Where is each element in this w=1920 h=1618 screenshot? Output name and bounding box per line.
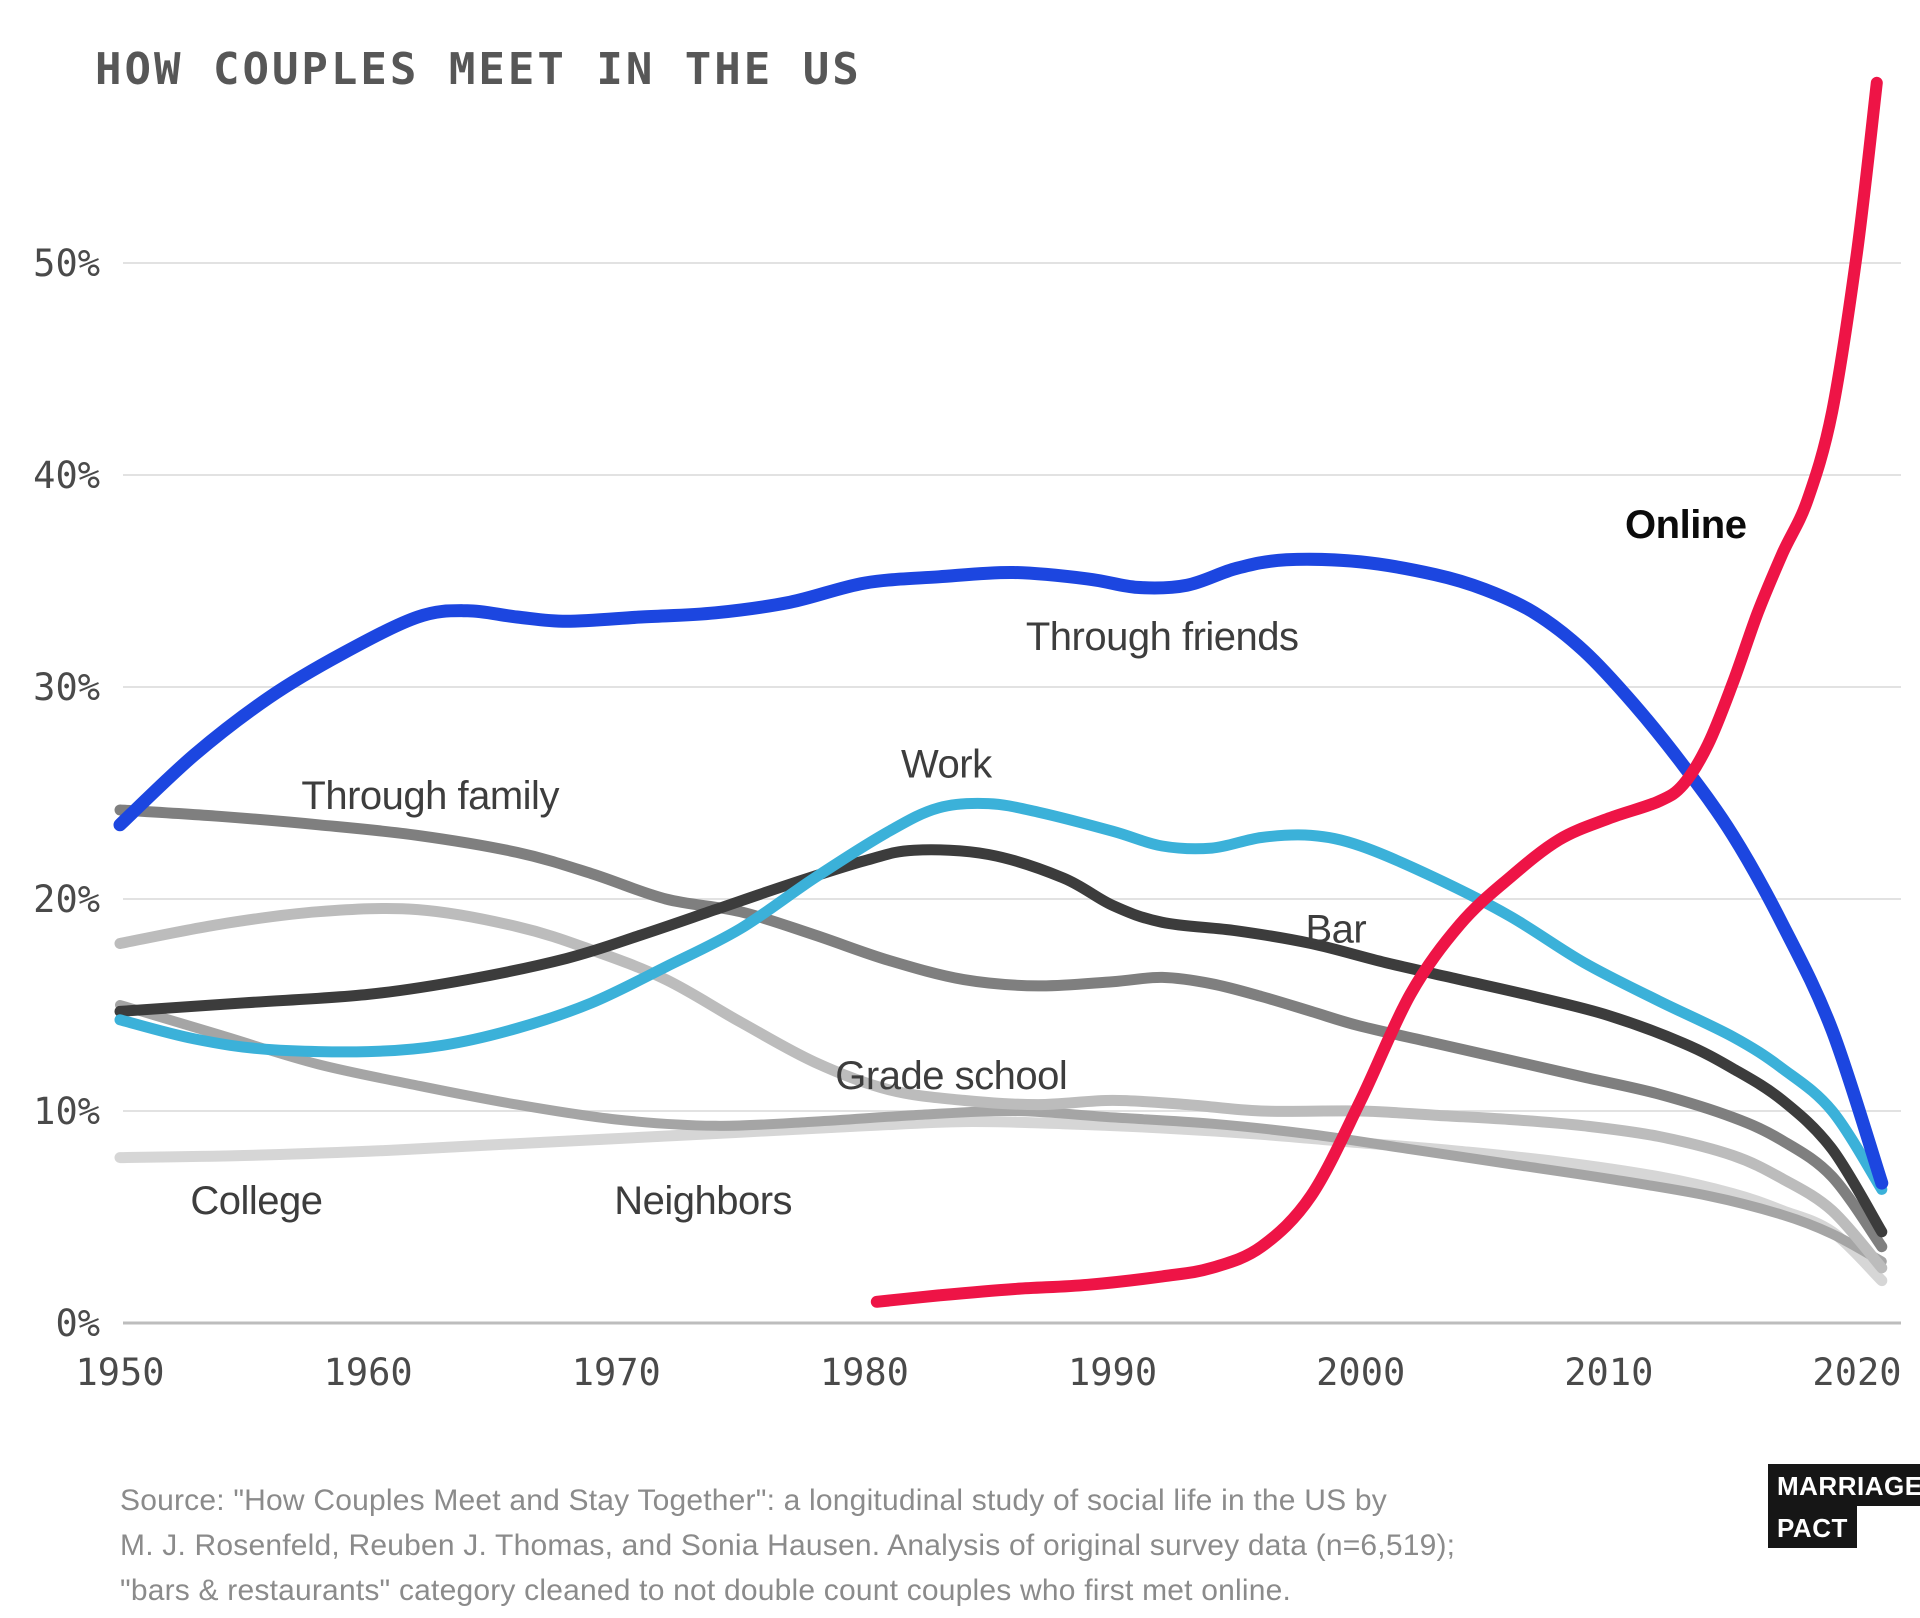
series-label-grade-school: Grade school bbox=[835, 1054, 1067, 1098]
marriage-pact-logo: MARRIAGE PACT bbox=[1768, 1464, 1920, 1548]
source-text-line-1: Source: "How Couples Meet and Stay Toget… bbox=[120, 1484, 1387, 1517]
series-line-grade-school bbox=[114, 902, 1888, 1274]
series-label-through-friends: Through friends bbox=[1026, 615, 1299, 659]
logo-text-marriage: MARRIAGE bbox=[1768, 1464, 1920, 1506]
series-line-neighbors bbox=[115, 1000, 1887, 1267]
y-tick-label: 40% bbox=[33, 454, 100, 497]
y-tick-label: 0% bbox=[55, 1302, 100, 1345]
logo-text-pact: PACT bbox=[1768, 1506, 1857, 1548]
x-tick-label: 2020 bbox=[1812, 1351, 1901, 1394]
x-tick-label: 2010 bbox=[1564, 1351, 1653, 1394]
x-tick-label: 1950 bbox=[75, 1351, 164, 1394]
source-text-line-2: M. J. Rosenfeld, Reuben J. Thomas, and S… bbox=[120, 1529, 1456, 1562]
y-tick-label: 30% bbox=[33, 666, 100, 709]
series-label-through-family: Through family bbox=[301, 774, 559, 818]
series-line-work bbox=[114, 797, 1888, 1195]
x-tick-label: 1980 bbox=[820, 1351, 909, 1394]
series-label-bar: Bar bbox=[1306, 908, 1367, 952]
y-tick-label: 10% bbox=[33, 1090, 100, 1133]
y-tick-label: 20% bbox=[33, 878, 100, 921]
series-line-online bbox=[870, 76, 1883, 1308]
series-line-through-friends bbox=[113, 552, 1889, 1190]
source-note: Source: "How Couples Meet and Stay Toget… bbox=[120, 1478, 1455, 1613]
x-tick-label: 1970 bbox=[572, 1351, 661, 1394]
series-label-online: Online bbox=[1625, 503, 1746, 547]
x-tick-label: 2000 bbox=[1316, 1351, 1405, 1394]
x-tick-label: 1960 bbox=[324, 1351, 413, 1394]
series-line-through-family bbox=[114, 804, 1888, 1253]
source-text-line-3: "bars & restaurants" category cleaned to… bbox=[120, 1574, 1292, 1607]
series-label-neighbors: Neighbors bbox=[614, 1179, 792, 1223]
series-label-college: College bbox=[190, 1179, 322, 1223]
x-tick-label: 1990 bbox=[1068, 1351, 1157, 1394]
series-label-work: Work bbox=[901, 742, 993, 786]
y-tick-label: 50% bbox=[33, 242, 100, 285]
series-line-bar bbox=[114, 844, 1888, 1238]
chart-title: HOW COUPLES MEET IN THE US bbox=[95, 44, 862, 95]
series-line-college bbox=[114, 1116, 1888, 1287]
